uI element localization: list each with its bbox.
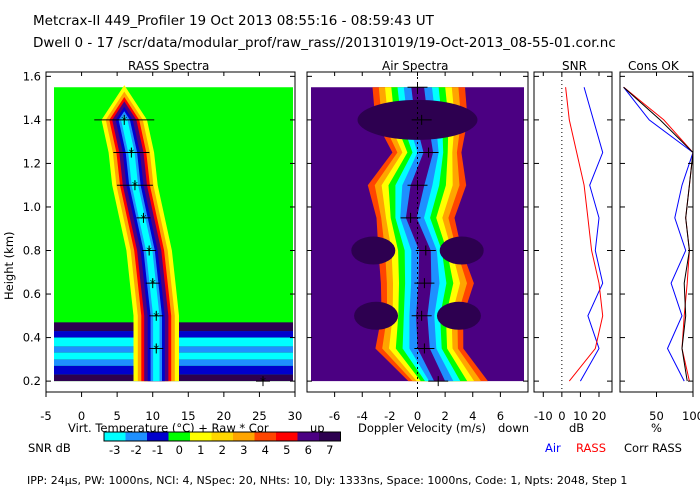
x-tick-label: 0 xyxy=(78,409,85,423)
colorbar-swatch xyxy=(104,432,126,441)
cons-x-axis-label: % xyxy=(651,421,662,435)
colorbar-swatch xyxy=(168,432,190,441)
air-contour xyxy=(400,87,454,382)
air-panel-title: Air Spectra xyxy=(382,59,449,73)
colorbar-tick-label: 5 xyxy=(283,443,290,457)
x-tick-label: 5 xyxy=(113,409,120,423)
colorbar-tick-label: 4 xyxy=(262,443,269,457)
colorbar-swatch xyxy=(147,432,169,441)
x-tick-label: 20 xyxy=(592,409,607,423)
snr-colorbar: -3 -2 -1 0 1 2 3 4 5 6 7 xyxy=(103,431,341,457)
air-panel: -6 -4 -2 0 2 4 6 xyxy=(306,71,529,423)
colorbar-tick-label: 2 xyxy=(219,443,226,457)
colorbar-swatch xyxy=(297,432,319,441)
x-tick-label: 2 xyxy=(441,409,448,423)
colorbar-tick-label: -3 xyxy=(109,443,120,457)
x-tick-label: 0 xyxy=(558,409,565,423)
cons-panel: 50 100 xyxy=(619,71,700,423)
header-line-1: Metcrax-II 449_Profiler 19 Oct 2013 08:5… xyxy=(33,13,435,29)
y-tick-label: 1.6 xyxy=(23,69,41,83)
x-tick-label: -10 xyxy=(534,409,553,423)
x-tick-label: -4 xyxy=(357,409,368,423)
air-dark-lobe xyxy=(354,301,399,330)
y-tick-label: 0.2 xyxy=(23,374,41,388)
legend-corr-rass: Corr RASS xyxy=(624,441,682,455)
panel-frame xyxy=(45,71,296,393)
colorbar-tick-label: -1 xyxy=(152,443,163,457)
cons-panel-title: Cons OK xyxy=(628,59,680,73)
profile-line-rass xyxy=(565,87,604,382)
cor-marker: * xyxy=(153,342,159,356)
rass-panel-title: RASS Spectra xyxy=(128,59,209,73)
colorbar-swatch xyxy=(254,432,276,441)
colorbar-swatch xyxy=(276,432,298,441)
x-tick-label: 4 xyxy=(469,409,476,423)
x-tick-label: 10 xyxy=(145,409,160,423)
y-tick-label: 1.4 xyxy=(23,113,41,127)
snr-panel-title: SNR xyxy=(562,59,587,73)
air-contour xyxy=(405,87,446,382)
rass-y-axis-label: Height (km) xyxy=(2,231,16,300)
x-tick-label: -5 xyxy=(40,409,51,423)
air-dark-lobe xyxy=(351,236,396,265)
colorbar-swatch xyxy=(190,432,212,441)
colorbar-tick-label: 6 xyxy=(305,443,312,457)
cor-marker: * xyxy=(132,179,138,193)
cor-marker: * xyxy=(146,245,152,259)
x-tick-label: 25 xyxy=(252,409,267,423)
colorbar-tick-label: -2 xyxy=(131,443,142,457)
rass-ridge-contour xyxy=(121,115,160,382)
colorbar-swatch xyxy=(211,432,233,441)
cor-marker: * xyxy=(153,310,159,324)
colorbar-tick-label: 7 xyxy=(326,443,333,457)
air-dark-lobe xyxy=(439,236,484,265)
rass-ridge-contour xyxy=(118,111,162,382)
panel-frame xyxy=(533,71,613,393)
colorbar-tick-label: 3 xyxy=(240,443,247,457)
x-tick-label: 0 xyxy=(414,409,421,423)
cor-marker: * xyxy=(140,212,146,226)
colorbar-label: SNR dB xyxy=(28,441,71,455)
x-tick-label: 100 xyxy=(682,409,700,423)
cor-marker: * xyxy=(150,277,156,291)
air-x-label-down: down xyxy=(498,421,529,435)
profile-line-air xyxy=(579,87,604,382)
y-tick-label: 1.2 xyxy=(23,156,41,170)
legend-rass: RASS xyxy=(576,441,606,455)
rass-panel: * * * * * * * * * -5 0 5 10 15 20 25 30 0.2 0.4 0.6 0.8 1.0 1.… xyxy=(23,69,303,423)
snr-panel: -10 0 10 20 xyxy=(533,71,613,423)
x-tick-label: 6 xyxy=(497,409,504,423)
y-tick-label: 1.0 xyxy=(23,200,41,214)
x-tick-label: -2 xyxy=(384,409,395,423)
colorbar-swatch xyxy=(233,432,255,441)
profile-line-rass xyxy=(623,86,694,382)
air-x-axis-label: Doppler Velocity (m/s) xyxy=(358,421,486,435)
x-tick-label: 15 xyxy=(181,409,196,423)
colorbar-frame xyxy=(103,431,341,442)
cor-marker: * xyxy=(128,147,134,161)
header-line-2: Dwell 0 - 17 /scr/data/modular_prof/raw_… xyxy=(33,35,616,51)
footer-parameters: IPP: 24μs, PW: 1000ns, NCI: 4, NSpec: 20… xyxy=(27,474,627,487)
x-tick-label: 10 xyxy=(573,409,588,423)
colorbar-swatch xyxy=(125,432,147,441)
profile-line-air xyxy=(623,86,694,382)
x-tick-label: 50 xyxy=(649,409,664,423)
x-tick-label: -6 xyxy=(329,409,340,423)
x-tick-label: 30 xyxy=(288,409,303,423)
y-tick-label: 0.8 xyxy=(23,244,41,258)
colorbar-tick-label: 1 xyxy=(197,443,204,457)
air-dark-lobe xyxy=(436,301,481,330)
cor-marker: * xyxy=(260,375,266,389)
cor-marker: * xyxy=(121,114,127,128)
y-tick-label: 0.6 xyxy=(23,287,41,301)
x-tick-label: 20 xyxy=(217,409,232,423)
profile-line-corr-rass xyxy=(623,86,694,382)
colorbar-tick-label: 0 xyxy=(176,443,183,457)
legend-air: Air xyxy=(545,441,561,455)
snr-x-axis-label: dB xyxy=(569,421,584,435)
y-tick-label: 0.4 xyxy=(23,331,41,345)
colorbar-swatch xyxy=(319,432,341,441)
